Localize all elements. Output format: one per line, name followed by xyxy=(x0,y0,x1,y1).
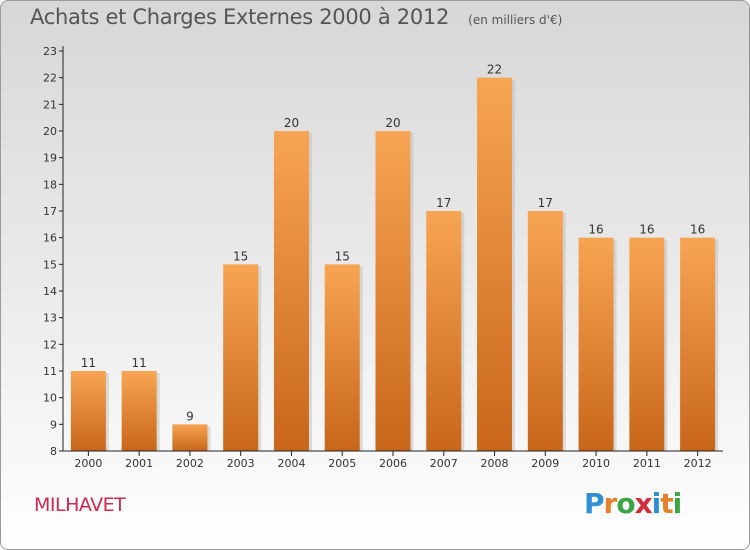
y-tick-label: 12 xyxy=(43,338,57,351)
data-label: 20 xyxy=(284,116,299,130)
chart-title: Achats et Charges Externes 2000 à 2012 (… xyxy=(30,5,562,29)
logo-letter: i xyxy=(651,487,662,520)
x-tick-label: 2009 xyxy=(531,457,559,470)
y-tick-label: 13 xyxy=(43,312,57,325)
data-label: 20 xyxy=(385,116,400,130)
bar-2006 xyxy=(375,131,411,451)
bar-2002 xyxy=(172,424,208,451)
bar-2008 xyxy=(477,77,513,452)
bars-group xyxy=(70,77,719,452)
data-label: 16 xyxy=(639,223,654,237)
y-tick-label: 22 xyxy=(43,72,57,85)
x-tick-label: 2010 xyxy=(582,457,610,470)
y-tick-label: 8 xyxy=(50,445,57,458)
logo-letter: o xyxy=(616,487,635,520)
x-tick-label: 2000 xyxy=(74,457,102,470)
data-label: 11 xyxy=(81,356,96,370)
data-label: 16 xyxy=(588,223,603,237)
logo-letter: x xyxy=(634,487,653,520)
logo-letter: i xyxy=(672,487,683,520)
logo-letter: P xyxy=(584,487,605,520)
commune-name: MILHAVET xyxy=(34,494,126,516)
data-label: 22 xyxy=(487,63,502,77)
x-tick-label: 2011 xyxy=(633,457,661,470)
bar-2011 xyxy=(629,237,665,451)
y-tick-label: 10 xyxy=(43,392,57,405)
bar-2000 xyxy=(70,371,106,451)
chart-unit-label: (en milliers d'€) xyxy=(468,13,563,27)
data-label: 9 xyxy=(186,409,194,423)
y-tick-label: 14 xyxy=(43,285,57,298)
x-tick-label: 2001 xyxy=(125,457,153,470)
x-tick-label: 2006 xyxy=(379,457,407,470)
x-tick-label: 2003 xyxy=(227,457,255,470)
y-tick-label: 23 xyxy=(43,45,57,58)
axes-group: 2000 2001 2002 2003 2004 2005 2006 2007 2008 2009… xyxy=(43,45,723,470)
data-label: 17 xyxy=(436,196,451,210)
bar-2004 xyxy=(273,131,309,451)
bar-2005 xyxy=(324,264,360,451)
x-tick-label: 2004 xyxy=(277,457,305,470)
bar-2007 xyxy=(426,211,462,451)
data-label: 17 xyxy=(538,196,553,210)
proxiti-logo[interactable]: Proxiti xyxy=(584,487,683,520)
y-tick-label: 17 xyxy=(43,205,57,218)
bar-2009 xyxy=(527,211,563,451)
y-tick-label: 16 xyxy=(43,232,57,245)
y-tick-label: 11 xyxy=(43,365,57,378)
y-tick-label: 9 xyxy=(50,418,57,431)
data-label: 11 xyxy=(132,356,147,370)
x-tick-label: 2005 xyxy=(328,457,356,470)
data-label: 16 xyxy=(690,223,705,237)
data-labels-group: 11 11 9 15 20 15 20 17 22 17 16 16 16 xyxy=(81,63,706,424)
y-tick-label: 21 xyxy=(43,98,57,111)
data-label: 15 xyxy=(233,249,248,263)
x-tick-label: 2002 xyxy=(176,457,204,470)
y-tick-label: 19 xyxy=(43,152,57,165)
bar-2003 xyxy=(223,264,259,451)
y-tick-label: 20 xyxy=(43,125,57,138)
x-tick-label: 2012 xyxy=(684,457,712,470)
chart-title-text: Achats et Charges Externes 2000 à 2012 xyxy=(30,5,450,29)
bar-2012 xyxy=(680,237,716,451)
x-tick-label: 2007 xyxy=(430,457,458,470)
logo-letter: r xyxy=(603,487,618,520)
x-tick-label: 2008 xyxy=(481,457,509,470)
y-tick-label: 18 xyxy=(43,178,57,191)
bar-2001 xyxy=(121,371,157,451)
logo-letter: t xyxy=(660,487,673,520)
bar-2010 xyxy=(578,237,614,451)
y-tick-label: 15 xyxy=(43,258,57,271)
data-label: 15 xyxy=(335,249,350,263)
